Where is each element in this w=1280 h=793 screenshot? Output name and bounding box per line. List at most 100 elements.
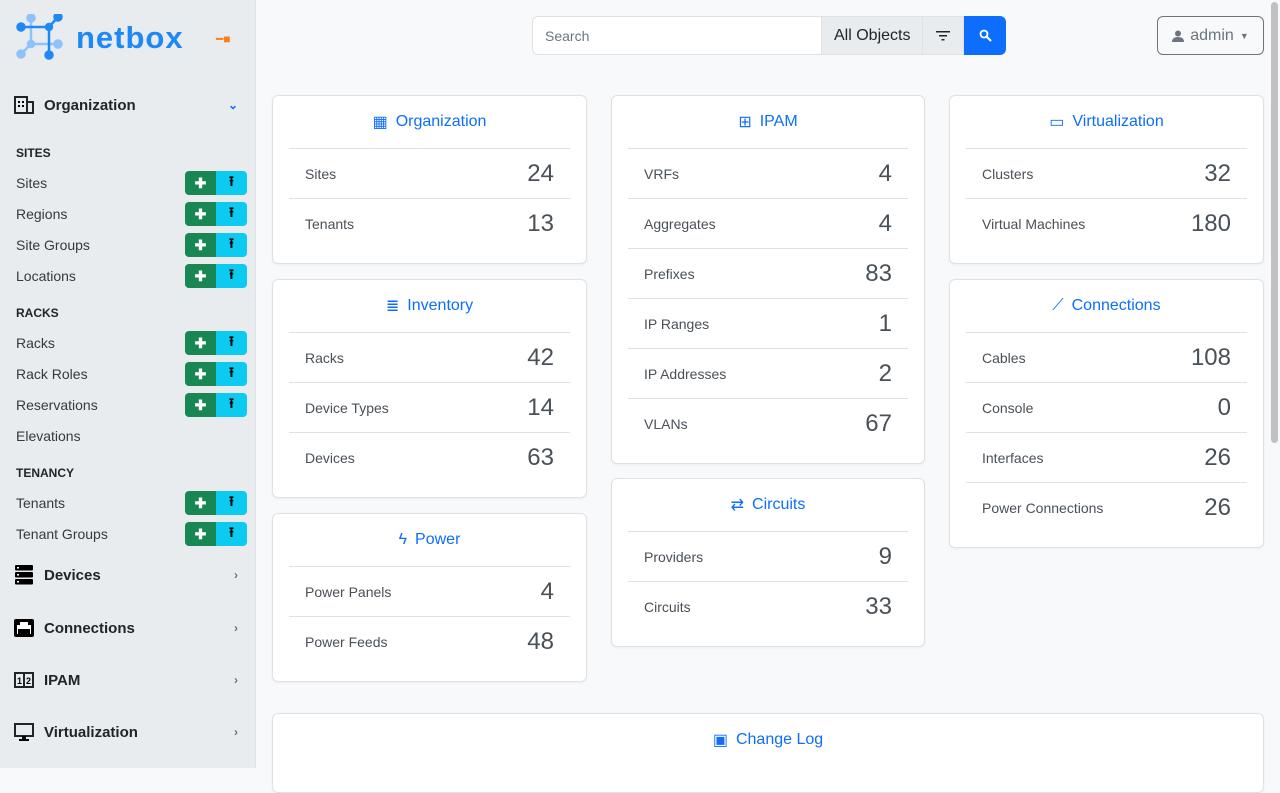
add-button[interactable]: ✚ xyxy=(185,393,216,417)
add-button[interactable]: ✚ xyxy=(185,522,216,546)
sidebar-item-locations[interactable]: Locations ✚ ⭱ xyxy=(16,264,247,288)
item-label: Reservations xyxy=(16,397,98,413)
stat-label: Power Connections xyxy=(982,499,1104,516)
sidebar-item-tenants[interactable]: Tenants ✚ ⭱ xyxy=(16,491,247,515)
stat-value: 1 xyxy=(878,309,892,337)
sidebar-item-racks[interactable]: Racks ✚ ⭱ xyxy=(16,331,247,355)
import-button[interactable]: ⭱ xyxy=(216,491,247,515)
stat-label: Virtual Machines xyxy=(982,215,1086,232)
filter-button[interactable] xyxy=(923,16,965,55)
chevron-right-icon: › xyxy=(234,725,238,739)
group-label-tenancy: TENANCY xyxy=(16,466,75,480)
stat-row[interactable]: VLANs 67 xyxy=(628,398,908,448)
stat-row[interactable]: Tenants 13 xyxy=(289,198,570,248)
global-search: All Objects xyxy=(532,16,1007,55)
sidebar-item-rack-roles[interactable]: Rack Roles ✚ ⭱ xyxy=(16,362,247,386)
stat-value: 67 xyxy=(865,409,892,437)
card-header[interactable]: ⊞ IPAM xyxy=(628,96,908,148)
import-button[interactable]: ⭱ xyxy=(216,233,247,257)
stat-label: Console xyxy=(982,399,1034,416)
sidebar-section-connections[interactable]: Connections › xyxy=(0,608,256,648)
stat-row[interactable]: Providers 9 xyxy=(628,531,908,581)
card-header[interactable]: ▣ Change Log xyxy=(289,714,1247,766)
sidebar-item-site-groups[interactable]: Site Groups ✚ ⭱ xyxy=(16,233,247,257)
stat-label: Tenants xyxy=(305,215,355,232)
card-power: ϟ Power Power Panels 4 Power Feeds 48 xyxy=(272,513,587,682)
stat-row[interactable]: Clusters 32 xyxy=(966,148,1247,198)
stat-row[interactable]: Device Types 14 xyxy=(289,382,570,432)
stat-row[interactable]: Console 0 xyxy=(966,382,1247,432)
stat-label: Interfaces xyxy=(982,449,1044,466)
stat-row[interactable]: Aggregates 4 xyxy=(628,198,908,248)
add-button[interactable]: ✚ xyxy=(185,331,216,355)
sidebar-item-tenant-groups[interactable]: Tenant Groups ✚ ⭱ xyxy=(16,522,247,546)
stat-row[interactable]: IP Addresses 2 xyxy=(628,348,908,398)
add-button[interactable]: ✚ xyxy=(185,233,216,257)
stat-label: Devices xyxy=(305,449,355,466)
search-icon xyxy=(979,29,992,42)
add-button[interactable]: ✚ xyxy=(185,202,216,226)
search-input[interactable] xyxy=(532,16,821,55)
search-button[interactable] xyxy=(964,16,1007,55)
import-button[interactable]: ⭱ xyxy=(216,202,247,226)
circuits-icon: ⇄ xyxy=(730,497,745,514)
sidebar-item-regions[interactable]: Regions ✚ ⭱ xyxy=(16,202,247,226)
item-label: Sites xyxy=(16,175,48,191)
import-button[interactable]: ⭱ xyxy=(216,331,247,355)
stat-row[interactable]: Cables 108 xyxy=(966,332,1247,382)
add-button[interactable]: ✚ xyxy=(185,171,216,195)
card-header[interactable]: ≣ Inventory xyxy=(289,280,570,332)
stat-row[interactable]: Circuits 33 xyxy=(628,581,908,631)
stat-row[interactable]: Prefixes 83 xyxy=(628,248,908,298)
card-header[interactable]: ▦ Organization xyxy=(289,96,570,148)
stat-row[interactable]: Devices 63 xyxy=(289,432,570,482)
sidebar-item-elevations[interactable]: Elevations xyxy=(16,424,247,448)
stat-value: 2 xyxy=(878,359,892,387)
import-button[interactable]: ⭱ xyxy=(216,393,247,417)
sidebar-item-reservations[interactable]: Reservations ✚ ⭱ xyxy=(16,393,247,417)
stat-row[interactable]: IP Ranges 1 xyxy=(628,298,908,348)
ethernet-icon xyxy=(14,618,34,638)
card-header[interactable]: ϟ Power xyxy=(289,514,570,566)
import-button[interactable]: ⭱ xyxy=(216,522,247,546)
card-header[interactable]: ⟋ Connections xyxy=(966,280,1247,332)
object-type-select[interactable]: All Objects xyxy=(821,16,924,55)
import-button[interactable]: ⭱ xyxy=(216,264,247,288)
pin-icon[interactable]: ━■ xyxy=(216,32,231,46)
card-header[interactable]: ▭ Virtualization xyxy=(966,96,1247,148)
page-scrollbar[interactable] xyxy=(1271,2,1278,443)
changelog-icon: ▣ xyxy=(712,732,728,749)
caret-down-icon: ▼ xyxy=(1239,30,1249,41)
group-label-racks: RACKS xyxy=(16,306,59,320)
sidebar-section-organization[interactable]: Organization ⌄ xyxy=(0,85,256,125)
stat-label: Cables xyxy=(982,349,1026,366)
import-button[interactable]: ⭱ xyxy=(216,171,247,195)
import-button[interactable]: ⭱ xyxy=(216,362,247,386)
stat-row[interactable]: Virtual Machines 180 xyxy=(966,198,1247,248)
sidebar-section-virtualization[interactable]: Virtualization › xyxy=(0,712,256,752)
user-menu-button[interactable]: admin ▼ xyxy=(1157,16,1264,55)
stat-row[interactable]: Racks 42 xyxy=(289,332,570,382)
add-button[interactable]: ✚ xyxy=(185,264,216,288)
stat-value: 42 xyxy=(527,343,554,371)
sidebar-section-devices[interactable]: Devices › xyxy=(0,555,256,595)
sidebar-item-sites[interactable]: Sites ✚ ⭱ xyxy=(16,171,247,195)
stat-value: 63 xyxy=(527,443,554,471)
add-button[interactable]: ✚ xyxy=(185,491,216,515)
add-button[interactable]: ✚ xyxy=(185,362,216,386)
netbox-logo-icon xyxy=(16,14,63,60)
stat-row[interactable]: Interfaces 26 xyxy=(966,432,1247,482)
stat-label: Power Feeds xyxy=(305,633,388,650)
stat-row[interactable]: Power Connections 26 xyxy=(966,482,1247,532)
filter-icon xyxy=(936,30,951,40)
stat-row[interactable]: Sites 24 xyxy=(289,148,570,198)
card-header[interactable]: ⇄ Circuits xyxy=(628,479,908,531)
stat-row[interactable]: Power Feeds 48 xyxy=(289,616,570,666)
netbox-logo[interactable]: netbox xyxy=(16,14,184,62)
sidebar-section-ipam[interactable]: 1 2 IPAM › xyxy=(0,660,256,700)
stat-value: 0 xyxy=(1217,393,1231,421)
stat-row[interactable]: VRFs 4 xyxy=(628,148,908,198)
card-virtualization: ▭ Virtualization Clusters 32 Virtual Machine… xyxy=(949,95,1264,264)
stat-row[interactable]: Power Panels 4 xyxy=(289,566,570,616)
group-label-sites: SITES xyxy=(16,146,51,160)
